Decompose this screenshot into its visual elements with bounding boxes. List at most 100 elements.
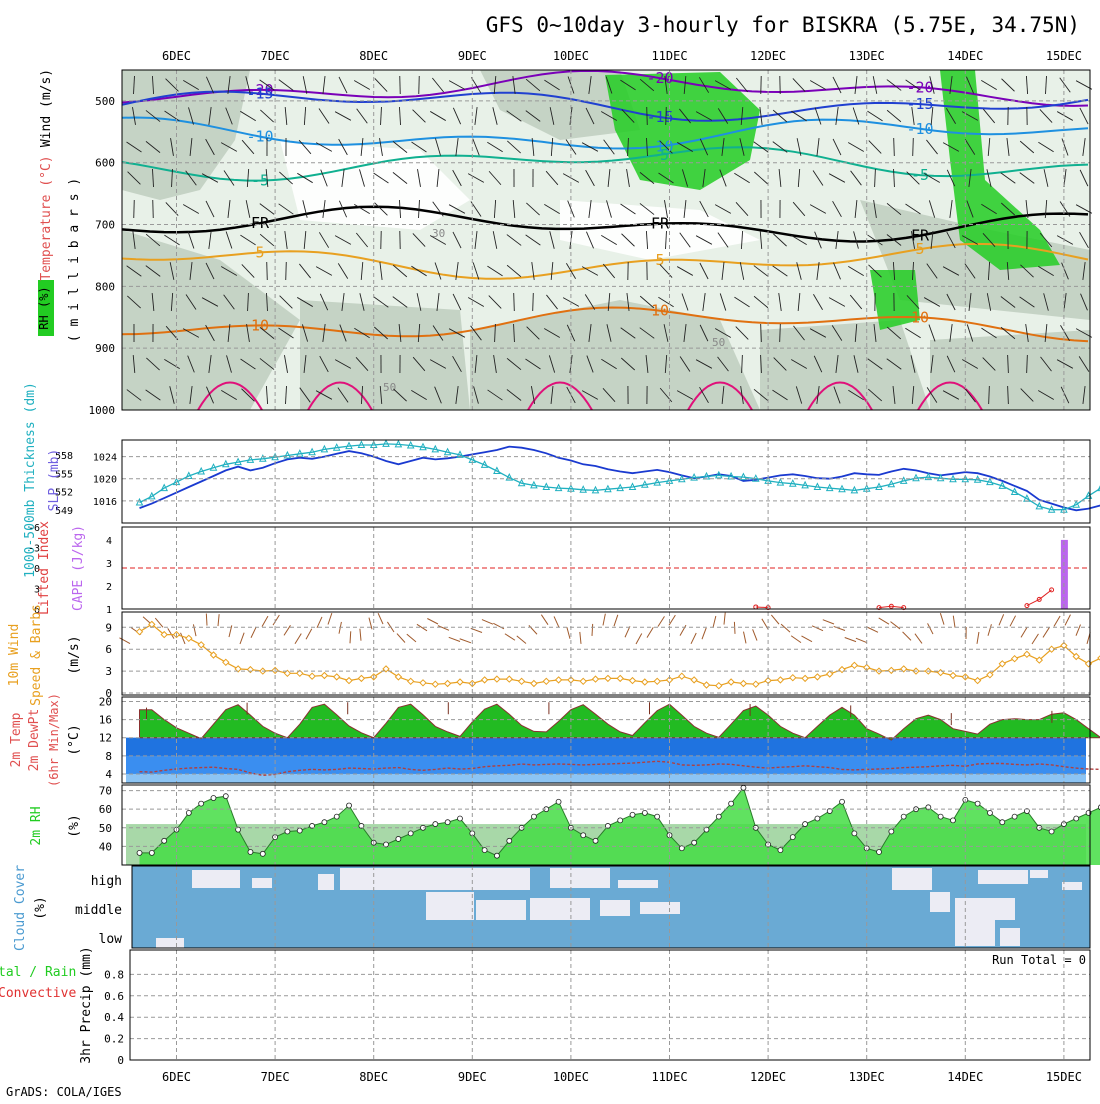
wind-barb-10m	[1065, 615, 1070, 626]
wind-barb-10m	[771, 615, 779, 624]
rh-marker	[322, 820, 327, 825]
wind-speed-marker	[519, 678, 525, 684]
rh-marker	[987, 810, 992, 815]
rh-marker	[852, 831, 857, 836]
wind-barb-10m	[940, 613, 944, 624]
rh-marker	[482, 848, 487, 853]
rh-marker	[581, 833, 586, 838]
wind-speed-marker	[247, 667, 253, 673]
wind-speed-marker	[654, 678, 660, 684]
axis-label-rh-units: (%)	[67, 814, 82, 837]
tick-label: 500	[95, 95, 115, 108]
wind-barb-10m	[306, 629, 312, 640]
cloud-cover-gap	[156, 938, 184, 948]
rh-marker	[199, 801, 204, 806]
wind-barb-10m	[647, 627, 653, 637]
rh-marker	[408, 831, 413, 836]
date-label-top: 12DEC	[750, 49, 786, 63]
rh-marker	[778, 848, 783, 853]
tick-label: 1000	[89, 404, 116, 417]
rh-marker	[531, 814, 536, 819]
wind-speed-marker	[802, 675, 808, 681]
wind-barb-10m	[378, 613, 383, 624]
wind-barb-10m	[988, 624, 991, 635]
wind-speed-marker	[556, 677, 562, 683]
cloud-cover-gap	[955, 898, 1015, 920]
axis-label-millibars: ( m i l l i b a r s )	[67, 178, 82, 342]
contour-label: -20	[906, 78, 933, 96]
wind-speed-marker	[814, 674, 820, 680]
rh-contour-label: 50	[383, 381, 396, 394]
contour-label: FR	[251, 214, 270, 232]
tick-label: 3	[105, 665, 112, 678]
wind-speed-marker	[827, 671, 833, 677]
date-label-top: 13DEC	[849, 49, 885, 63]
wind-speed-marker	[137, 629, 143, 635]
rh-marker	[285, 829, 290, 834]
tick-label: 9	[105, 621, 112, 634]
cloud-cover-gap	[600, 900, 630, 916]
rh-marker	[556, 799, 561, 804]
wind-speed-marker	[704, 682, 710, 688]
rh-marker	[260, 851, 265, 856]
rh-marker	[938, 814, 943, 819]
tick-label: 40	[99, 840, 112, 853]
wind-barb-10m	[1021, 627, 1027, 637]
tick-label: 3	[106, 559, 112, 570]
wind-speed-marker	[728, 679, 734, 685]
cloud-cover-gap	[1030, 870, 1048, 878]
wind-speed-marker	[494, 676, 500, 682]
contour-label: 5	[915, 240, 924, 258]
wind-speed-marker	[1024, 651, 1030, 657]
wind-speed-marker	[679, 673, 685, 679]
date-label-top: 11DEC	[651, 49, 687, 63]
rh-marker	[1012, 814, 1017, 819]
date-label-top: 7DEC	[261, 49, 290, 63]
wind-barb-10m	[845, 637, 856, 641]
cloud-cover-gap	[930, 892, 950, 912]
axis-label-precip: 3hr Precip (mm)	[79, 946, 94, 1063]
wind-barb-10m	[360, 629, 361, 641]
axis-label-cape: CAPE (J/kg)	[71, 525, 86, 611]
cloud-cover-gap	[318, 874, 334, 890]
date-label-bottom: 13DEC	[849, 1070, 885, 1084]
wind-barb-10m	[753, 629, 757, 640]
wind-barb-10m	[273, 615, 279, 625]
date-label-bottom: 6DEC	[162, 1070, 191, 1084]
axis-label-10m-wind: 10m Wind	[7, 624, 22, 687]
contour-label: -15	[646, 108, 673, 126]
date-label-top: 9DEC	[458, 49, 487, 63]
wind-barb-10m	[1043, 627, 1049, 637]
wind-speed-marker	[605, 675, 611, 681]
wind-barb	[533, 293, 534, 311]
contour-label: -10	[906, 120, 933, 138]
contour-label: -15	[906, 95, 933, 113]
wind-barb-10m	[592, 624, 593, 636]
tick-label: 0.4	[104, 1011, 124, 1024]
wind-speed-marker	[408, 678, 414, 684]
wind-barb-10m	[781, 624, 790, 632]
wind-barb-10m	[529, 625, 537, 634]
wind-barb-10m	[791, 636, 801, 643]
contour-label: 5	[255, 243, 264, 261]
wind-barb-10m	[702, 628, 706, 639]
rh-marker	[149, 850, 154, 855]
rh-marker	[507, 838, 512, 843]
wind-barb-10m	[977, 632, 979, 644]
cloud-cover-gap	[252, 878, 272, 888]
contour-label: -10	[246, 128, 273, 146]
wind-barb-10m	[1010, 616, 1016, 627]
rh-marker	[457, 816, 462, 821]
rh-marker	[692, 840, 697, 845]
panel-frame	[130, 950, 1090, 1060]
tick-label: 1024	[93, 453, 117, 464]
wind-speed-marker	[186, 635, 192, 641]
rh-marker	[334, 814, 339, 819]
tick-label: 0	[117, 1054, 124, 1067]
rh-marker	[815, 816, 820, 821]
wind-barb-10m	[1054, 616, 1060, 626]
wind-speed-marker	[543, 678, 549, 684]
wind-barb-10m	[614, 615, 618, 626]
tick-label: 12	[99, 732, 112, 745]
wind-barb-10m	[580, 632, 581, 644]
